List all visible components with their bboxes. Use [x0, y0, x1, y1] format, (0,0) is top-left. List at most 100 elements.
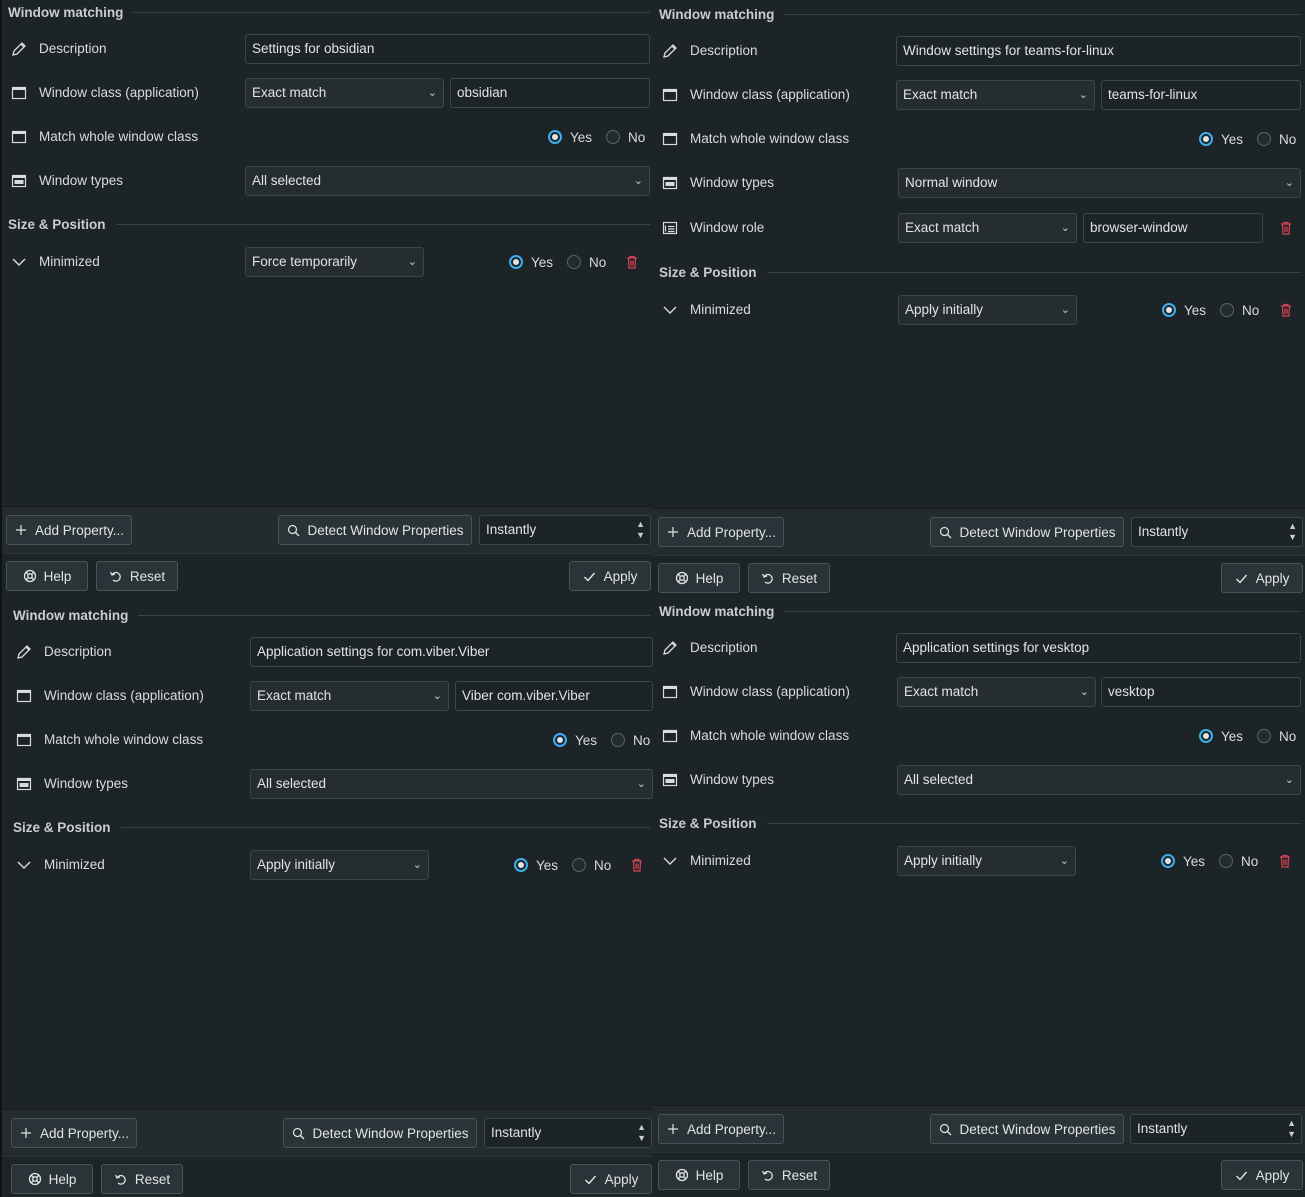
- window-types-select[interactable]: Normal window ⌄: [898, 168, 1301, 198]
- minimized-no-radio[interactable]: No: [1219, 845, 1258, 877]
- detect-window-properties-button[interactable]: Detect Window Properties: [930, 1114, 1124, 1144]
- minimized-yes-radio[interactable]: Yes: [514, 849, 558, 881]
- minimized-yes-radio[interactable]: Yes: [1162, 294, 1206, 326]
- chevron-down-icon: ⌄: [432, 690, 442, 702]
- match-whole-row: Match whole window class Yes No: [653, 123, 1305, 155]
- description-input[interactable]: Application settings for com.viber.Viber: [250, 637, 653, 667]
- window-types-row: Window types All selected ⌄: [2, 165, 654, 197]
- match-whole-yes-radio[interactable]: Yes: [553, 724, 597, 756]
- match-whole-no-radio[interactable]: No: [1257, 123, 1296, 155]
- window-types-select[interactable]: All selected ⌄: [250, 769, 653, 799]
- detect-window-properties-button[interactable]: Detect Window Properties: [930, 517, 1124, 547]
- minimized-no-radio[interactable]: No: [567, 246, 606, 278]
- apply-button[interactable]: Apply: [570, 1164, 652, 1194]
- window-role-row: Window role Exact match ⌄ browser-window: [653, 212, 1305, 244]
- match-whole-no-radio[interactable]: No: [1257, 720, 1296, 752]
- lifebuoy-icon: [28, 1172, 42, 1186]
- section-title: Size & Position: [8, 216, 106, 232]
- add-property-button[interactable]: Add Property...: [658, 517, 784, 547]
- spin-arrows-icon[interactable]: ▲ ▼: [637, 1122, 646, 1143]
- description-input[interactable]: Application settings for vesktop: [896, 633, 1301, 663]
- reset-button[interactable]: Reset: [101, 1164, 183, 1194]
- reset-button[interactable]: Reset: [96, 561, 178, 591]
- minimized-policy-select[interactable]: Force temporarily ⌄: [245, 247, 424, 277]
- section-title: Window matching: [659, 603, 775, 619]
- match-whole-no-radio[interactable]: No: [611, 724, 650, 756]
- window-types-select[interactable]: All selected ⌄: [245, 166, 650, 196]
- bottom-toolbar: Add Property... Detect Window Properties…: [2, 1109, 654, 1156]
- section-window-matching: Window matching: [659, 4, 1301, 24]
- match-whole-yes-radio[interactable]: Yes: [1199, 123, 1243, 155]
- spin-arrows-icon[interactable]: ▲ ▼: [1287, 1118, 1296, 1139]
- apply-button[interactable]: Apply: [1221, 1160, 1303, 1190]
- description-label: Description: [690, 43, 758, 58]
- window-class-input[interactable]: vesktop: [1101, 677, 1301, 707]
- add-property-button[interactable]: Add Property...: [6, 515, 132, 545]
- help-button[interactable]: Help: [658, 1160, 740, 1190]
- chevron-down-icon: ⌄: [636, 778, 646, 790]
- detect-window-properties-button[interactable]: Detect Window Properties: [278, 515, 472, 545]
- minimized-policy-select[interactable]: Apply initially ⌄: [250, 850, 429, 880]
- minimized-yes-radio[interactable]: Yes: [1161, 845, 1205, 877]
- detect-delay-spinbox[interactable]: Instantly ▲ ▼: [484, 1118, 652, 1148]
- minimized-yes-radio[interactable]: Yes: [509, 246, 553, 278]
- match-whole-yes-radio[interactable]: Yes: [548, 121, 592, 153]
- window-class-input[interactable]: obsidian: [450, 78, 650, 108]
- spin-arrows-icon[interactable]: ▲ ▼: [1288, 521, 1297, 542]
- match-whole-row: Match whole window class Yes No: [653, 720, 1305, 752]
- reset-button[interactable]: Reset: [748, 1160, 830, 1190]
- window-role-input[interactable]: browser-window: [1083, 213, 1263, 243]
- help-button[interactable]: Help: [658, 563, 740, 593]
- trash-icon[interactable]: [1278, 220, 1294, 236]
- minimized-no-radio[interactable]: No: [572, 849, 611, 881]
- apply-button[interactable]: Apply: [569, 561, 651, 591]
- minimized-policy-select[interactable]: Apply initially ⌄: [898, 295, 1077, 325]
- chevron-down-icon: ⌄: [427, 87, 437, 99]
- spin-arrows-icon[interactable]: ▲ ▼: [636, 519, 645, 540]
- window-class-row: Window class (application) Exact match ⌄ …: [653, 676, 1305, 708]
- undo-icon: [114, 1172, 128, 1186]
- window-types-select[interactable]: All selected ⌄: [897, 765, 1301, 795]
- match-whole-no-radio[interactable]: No: [606, 121, 645, 153]
- dialog-footer: Help Reset Apply: [2, 553, 654, 598]
- add-property-button[interactable]: Add Property...: [11, 1118, 137, 1148]
- detect-delay-spinbox[interactable]: Instantly ▲ ▼: [479, 515, 651, 545]
- description-input[interactable]: Settings for obsidian: [245, 34, 650, 64]
- dialog-footer: Help Reset Apply: [653, 555, 1305, 598]
- window-class-input[interactable]: teams-for-linux: [1101, 80, 1301, 110]
- window-class-match-select[interactable]: Exact match ⌄: [896, 80, 1095, 110]
- help-button[interactable]: Help: [6, 561, 88, 591]
- bottom-toolbar: Add Property... Detect Window Properties…: [653, 1105, 1305, 1152]
- pencil-icon: [10, 41, 28, 57]
- help-button[interactable]: Help: [11, 1164, 93, 1194]
- detect-delay-spinbox[interactable]: Instantly ▲ ▼: [1130, 1114, 1302, 1144]
- trash-icon[interactable]: [629, 857, 645, 873]
- window-class-match-select[interactable]: Exact match ⌄: [897, 677, 1096, 707]
- window-class-match-select[interactable]: Exact match ⌄: [250, 681, 449, 711]
- add-property-button[interactable]: Add Property...: [658, 1114, 784, 1144]
- window-role-match-select[interactable]: Exact match ⌄: [898, 213, 1077, 243]
- trash-icon[interactable]: [624, 254, 640, 270]
- description-row: Description Application settings for com…: [7, 636, 654, 668]
- minimized-label: Minimized: [690, 302, 751, 317]
- chevron-down-icon[interactable]: [15, 857, 33, 873]
- chevron-down-icon[interactable]: [661, 302, 679, 318]
- detect-delay-spinbox[interactable]: Instantly ▲ ▼: [1131, 517, 1303, 547]
- minimized-no-radio[interactable]: No: [1220, 294, 1259, 326]
- detect-window-properties-button[interactable]: Detect Window Properties: [283, 1118, 477, 1148]
- rule-panel-viber: Window matching Description Application …: [0, 599, 654, 1197]
- window-class-match-select[interactable]: Exact match ⌄: [245, 78, 444, 108]
- match-whole-label: Match whole window class: [44, 732, 204, 747]
- trash-icon[interactable]: [1278, 302, 1294, 318]
- apply-button[interactable]: Apply: [1221, 563, 1303, 593]
- trash-icon[interactable]: [1277, 853, 1293, 869]
- window-class-input[interactable]: Viber com.viber.Viber: [455, 681, 653, 711]
- chevron-down-icon: ⌄: [633, 175, 643, 187]
- description-input[interactable]: Window settings for teams-for-linux: [896, 36, 1301, 66]
- match-whole-yes-radio[interactable]: Yes: [1199, 720, 1243, 752]
- chevron-down-icon[interactable]: [10, 254, 28, 270]
- chevron-down-icon[interactable]: [661, 853, 679, 869]
- minimized-policy-select[interactable]: Apply initially ⌄: [897, 846, 1076, 876]
- reset-button[interactable]: Reset: [748, 563, 830, 593]
- pencil-icon: [15, 644, 33, 660]
